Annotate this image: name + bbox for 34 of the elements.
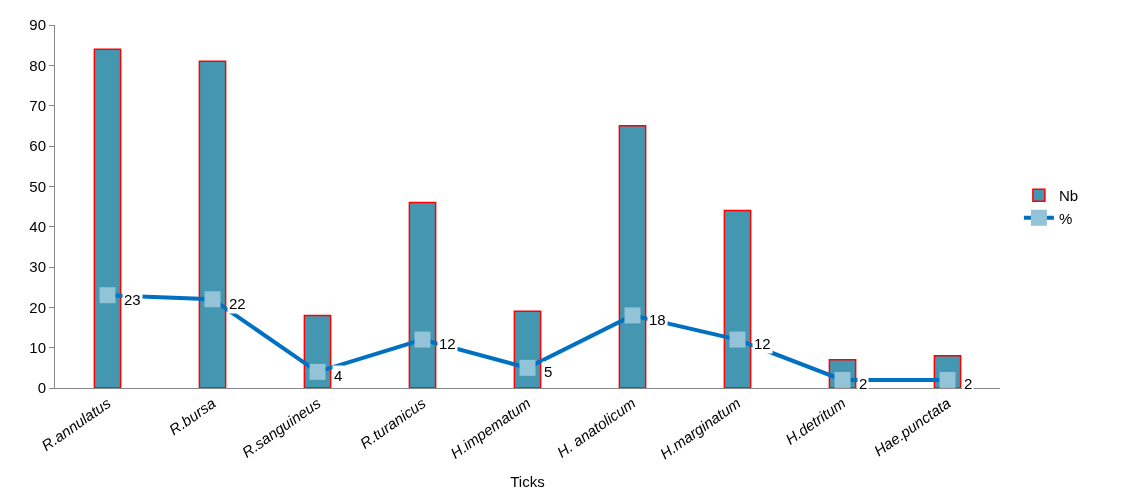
point <box>204 291 221 308</box>
data-label: 12 <box>754 335 771 352</box>
y-tick-label: 20 <box>29 298 46 316</box>
x-axis-title: Ticks <box>510 473 545 491</box>
data-label: 2 <box>859 375 868 392</box>
bar <box>93 48 122 388</box>
data-label: 5 <box>544 363 553 380</box>
point <box>414 331 431 348</box>
bar <box>198 60 227 388</box>
y-tick-label: 0 <box>37 379 46 397</box>
data-label: 23 <box>124 291 141 308</box>
y-tick-label: 30 <box>29 258 46 276</box>
y-tick-label: 10 <box>29 338 46 356</box>
data-label: 18 <box>649 311 666 328</box>
bar <box>723 209 752 388</box>
y-tick-label: 80 <box>29 56 46 74</box>
y-tick-label: 70 <box>29 96 46 114</box>
y-tick-label: 50 <box>29 177 46 195</box>
y-tick-label: 40 <box>29 217 46 235</box>
point <box>99 287 116 304</box>
bar <box>618 125 647 388</box>
legend-label: Nb <box>1058 187 1079 205</box>
y-tick-label: 60 <box>29 137 46 155</box>
data-label: 22 <box>229 295 246 312</box>
point <box>624 307 641 324</box>
data-label: 12 <box>439 335 456 352</box>
data-label: 2 <box>964 375 973 392</box>
legend-label: % <box>1058 209 1073 227</box>
y-tick-label: 90 <box>29 16 46 34</box>
bar <box>408 201 437 388</box>
data-label: 4 <box>334 367 343 384</box>
point <box>309 363 326 380</box>
point <box>729 331 746 348</box>
point <box>519 359 536 376</box>
